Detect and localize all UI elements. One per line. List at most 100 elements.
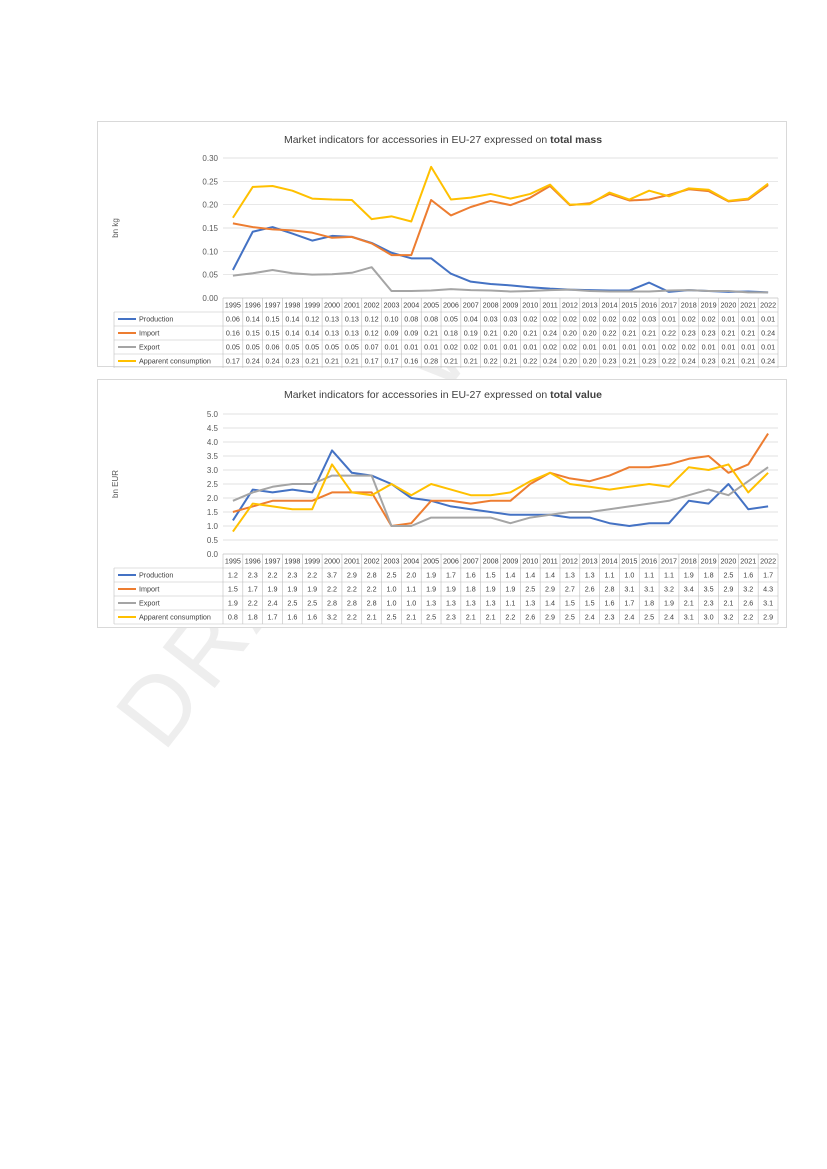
data-table-value: 0.24 bbox=[266, 357, 280, 366]
data-table-value: 0.24 bbox=[682, 357, 696, 366]
data-table-value: 2.1 bbox=[466, 613, 476, 622]
data-table-value: 0.28 bbox=[424, 357, 438, 366]
data-table-value: 0.21 bbox=[642, 329, 656, 338]
data-table-value: 1.5 bbox=[228, 585, 238, 594]
x-tick-label: 2004 bbox=[403, 301, 419, 310]
y-tick-label: 0.05 bbox=[202, 271, 218, 280]
data-table-value: 0.13 bbox=[345, 329, 359, 338]
data-table-value: 1.3 bbox=[585, 571, 595, 580]
data-table-value: 2.3 bbox=[287, 571, 297, 580]
data-table-value: 1.8 bbox=[466, 585, 476, 594]
x-tick-label: 2010 bbox=[522, 557, 538, 566]
data-table-value: 0.01 bbox=[523, 343, 537, 352]
data-table-value: 2.1 bbox=[406, 613, 416, 622]
data-table-value: 1.9 bbox=[505, 585, 515, 594]
data-table-value: 1.7 bbox=[268, 613, 278, 622]
data-table-value: 2.8 bbox=[367, 599, 377, 608]
data-table-value: 0.01 bbox=[741, 343, 755, 352]
chart-title-bold: total value bbox=[550, 389, 602, 401]
y-tick-label: 0.10 bbox=[202, 247, 218, 256]
y-tick-label: 2.5 bbox=[207, 480, 219, 489]
x-tick-label: 2014 bbox=[602, 557, 618, 566]
data-table-value: 0.13 bbox=[325, 315, 339, 324]
data-table-value: 3.2 bbox=[743, 585, 753, 594]
legend-label: Production bbox=[139, 315, 173, 324]
y-tick-label: 4.5 bbox=[207, 424, 219, 433]
data-table-value: 0.14 bbox=[285, 315, 299, 324]
data-table-value: 0.15 bbox=[266, 329, 280, 338]
data-table-value: 0.01 bbox=[662, 315, 676, 324]
data-table-value: 2.9 bbox=[545, 585, 555, 594]
data-table-value: 2.3 bbox=[605, 613, 615, 622]
data-table-value: 2.1 bbox=[367, 613, 377, 622]
data-table-value: 1.3 bbox=[446, 599, 456, 608]
data-table-value: 2.2 bbox=[307, 571, 317, 580]
data-table-value: 0.08 bbox=[404, 315, 418, 324]
data-table-value: 0.02 bbox=[563, 315, 577, 324]
data-table-value: 2.1 bbox=[723, 599, 733, 608]
data-table-value: 0.22 bbox=[484, 357, 498, 366]
data-table-value: 0.23 bbox=[642, 357, 656, 366]
data-table-value: 0.23 bbox=[682, 329, 696, 338]
legend-label: Export bbox=[139, 599, 160, 608]
data-table-value: 0.01 bbox=[642, 343, 656, 352]
data-table-value: 2.2 bbox=[268, 571, 278, 580]
data-table-value: 2.6 bbox=[585, 585, 595, 594]
data-table-value: 2.2 bbox=[743, 613, 753, 622]
x-tick-label: 2019 bbox=[701, 301, 717, 310]
legend-label: Export bbox=[139, 343, 160, 352]
data-table-value: 0.06 bbox=[226, 315, 240, 324]
series-line-export bbox=[232, 266, 769, 294]
data-table-value: 0.05 bbox=[345, 343, 359, 352]
data-table-value: 0.12 bbox=[365, 329, 379, 338]
data-table-value: 0.05 bbox=[444, 315, 458, 324]
data-table-value: 2.9 bbox=[545, 613, 555, 622]
data-table-value: 0.21 bbox=[721, 329, 735, 338]
data-table-value: 3.1 bbox=[763, 599, 773, 608]
data-table-value: 3.1 bbox=[624, 585, 634, 594]
data-table-value: 0.13 bbox=[345, 315, 359, 324]
data-table-value: 1.3 bbox=[426, 599, 436, 608]
x-tick-label: 2017 bbox=[661, 557, 677, 566]
data-table-value: 0.12 bbox=[305, 315, 319, 324]
x-tick-label: 2011 bbox=[542, 557, 557, 566]
x-tick-label: 2018 bbox=[681, 557, 697, 566]
x-tick-label: 2009 bbox=[502, 557, 518, 566]
data-table-value: 2.2 bbox=[505, 613, 515, 622]
data-table-value: 2.8 bbox=[605, 585, 615, 594]
chart-title-text: Market indicators for accessories in EU-… bbox=[284, 389, 550, 401]
x-tick-label: 1997 bbox=[265, 301, 281, 310]
x-tick-label: 2022 bbox=[760, 557, 776, 566]
y-tick-label: 3.0 bbox=[207, 466, 219, 475]
data-table-value: 0.24 bbox=[761, 357, 775, 366]
data-table-value: 1.5 bbox=[486, 571, 496, 580]
data-table-value: 1.8 bbox=[644, 599, 654, 608]
data-table-value: 2.4 bbox=[664, 613, 674, 622]
chart-title: Market indicators for accessories in EU-… bbox=[284, 389, 602, 401]
data-table-value: 0.20 bbox=[563, 357, 577, 366]
data-table-value: 0.13 bbox=[325, 329, 339, 338]
data-table-value: 0.02 bbox=[702, 315, 716, 324]
data-table-value: 0.16 bbox=[226, 329, 240, 338]
data-table-value: 2.5 bbox=[307, 599, 317, 608]
data-table-value: 1.1 bbox=[664, 571, 674, 580]
x-tick-label: 2010 bbox=[522, 301, 538, 310]
data-table-value: 2.4 bbox=[268, 599, 278, 608]
data-table-value: 0.21 bbox=[721, 357, 735, 366]
data-table-value: 0.23 bbox=[702, 357, 716, 366]
data-table-value: 0.01 bbox=[404, 343, 418, 352]
data-table-value: 0.23 bbox=[702, 329, 716, 338]
series-line-apparent-consumption bbox=[232, 165, 769, 223]
data-table-value: 2.5 bbox=[644, 613, 654, 622]
data-table-value: 1.5 bbox=[585, 599, 595, 608]
data-table-value: 0.22 bbox=[603, 329, 617, 338]
data-table-value: 0.10 bbox=[384, 315, 398, 324]
chart-title: Market indicators for accessories in EU-… bbox=[284, 134, 602, 146]
data-table-value: 2.9 bbox=[763, 613, 773, 622]
data-table-value: 0.14 bbox=[246, 315, 260, 324]
data-table-value: 0.21 bbox=[305, 357, 319, 366]
data-table-value: 0.24 bbox=[761, 329, 775, 338]
y-tick-label: 0.0 bbox=[207, 550, 219, 559]
data-table-value: 0.17 bbox=[384, 357, 398, 366]
data-table-value: 0.24 bbox=[246, 357, 260, 366]
